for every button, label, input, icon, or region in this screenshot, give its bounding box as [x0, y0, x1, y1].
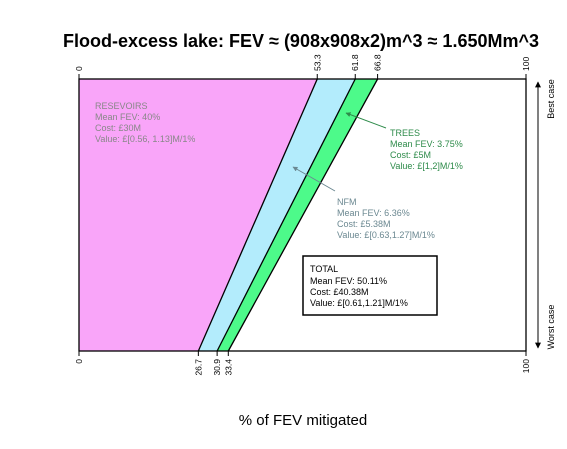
- total-mean-fev: Mean FEV: 50.11%: [310, 276, 387, 286]
- x-axis-label: % of FEV mitigated: [239, 412, 367, 429]
- total-cost: Cost: £40.38M: [310, 287, 369, 297]
- top-tick-label: 100: [521, 57, 531, 71]
- bottom-tick-label: 30.9: [212, 359, 222, 376]
- annotation-resevoirs-line: Mean FEV: 40%: [95, 112, 160, 122]
- bottom-tick-label: 26.7: [193, 359, 203, 376]
- annotation-nfm-line: Mean FEV: 6.36%: [337, 208, 410, 218]
- total-title: TOTAL: [310, 264, 338, 274]
- best-case-label: Best case: [546, 79, 556, 119]
- top-tick-label: 61.8: [350, 54, 360, 71]
- annotation-trees-line: Value: £[1,2]M/1%: [390, 161, 463, 171]
- annotation-nfm-line: Cost: £5.38M: [337, 219, 391, 229]
- top-tick-label: 66.8: [373, 54, 383, 71]
- bottom-tick-label: 0: [74, 359, 84, 364]
- bottom-tick-label: 33.4: [223, 359, 233, 376]
- top-tick-label: 0: [74, 66, 84, 71]
- worst-case-label: Worst case: [546, 305, 556, 350]
- top-tick-label: 53.3: [312, 54, 322, 71]
- annotation-resevoirs-line: RESEVOIRS: [95, 101, 148, 111]
- annotation-trees-line: TREES: [390, 128, 420, 138]
- total-value: Value: £[0.61,1.21]M/1%: [310, 298, 408, 308]
- annotation-trees-line: Cost: £5M: [390, 150, 431, 160]
- annotation-nfm-line: NFM: [337, 197, 357, 207]
- bottom-axis: 0 26.7 30.9 33.4 100: [74, 351, 531, 376]
- total-box: TOTAL Mean FEV: 50.11% Cost: £40.38M Val…: [303, 256, 437, 315]
- annotation-nfm-line: Value: £[0.63,1.27]M/1%: [337, 230, 435, 240]
- chart-title: Flood-excess lake: FEV ≈ (908x908x2)m^3 …: [63, 31, 539, 51]
- bottom-tick-label: 100: [521, 359, 531, 373]
- annotation-trees-line: Mean FEV: 3.75%: [390, 139, 463, 149]
- top-axis: 0 53.3 61.8 66.8 100: [74, 54, 531, 79]
- annotation-resevoirs-line: Value: £[0.56, 1.13]M/1%: [95, 134, 195, 144]
- annotation-resevoirs-line: Cost: £30M: [95, 123, 141, 133]
